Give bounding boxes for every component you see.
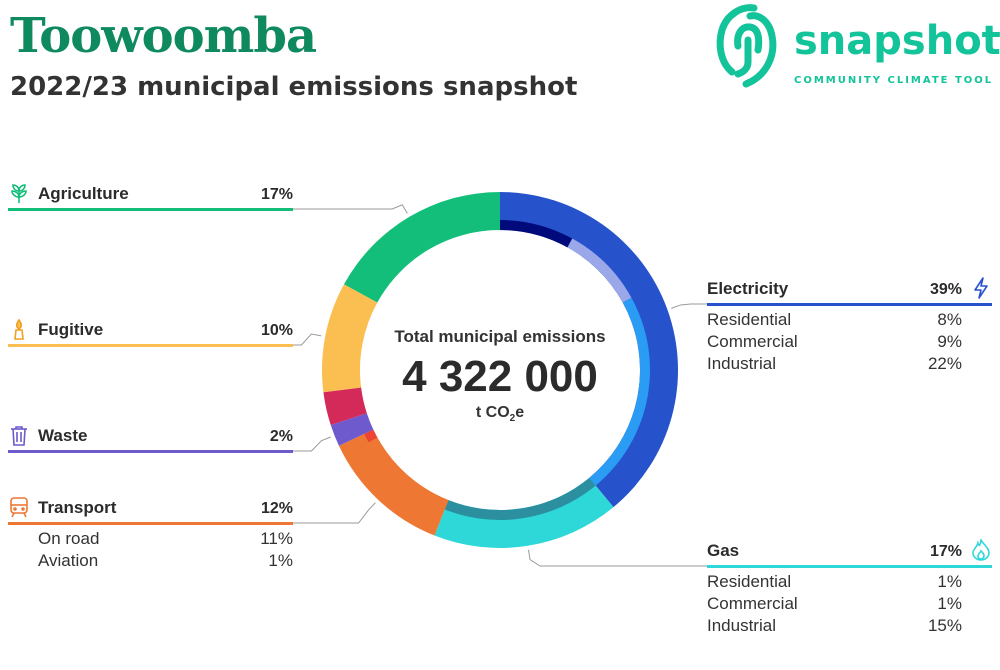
electricity-commercial-inner-arc	[567, 238, 632, 303]
transport-aviation-inner-arc	[364, 429, 378, 443]
other-outer-arc	[323, 387, 367, 426]
category-name: Fugitive	[38, 320, 104, 339]
electricity-leader-line	[671, 303, 707, 309]
category-name: Electricity	[707, 279, 789, 298]
gas-leader-line	[527, 549, 707, 567]
fugitive-outer-arc	[322, 284, 378, 393]
subcategory-row: Residential 8%	[707, 310, 962, 329]
category-percent: 17%	[260, 186, 293, 203]
waste-outer-arc	[330, 413, 374, 446]
category-agriculture: Agriculture 17%	[8, 182, 293, 211]
agriculture-outer-arc	[344, 192, 500, 303]
subcategory-row: On road 11%	[38, 529, 293, 548]
category-name: Agriculture	[38, 184, 129, 203]
logo-tagline: COMMUNITY CLIMATE TOOL	[794, 75, 994, 86]
category-gas: Gas 17% Residential 1% Commercial 1% Ind…	[707, 539, 992, 635]
category-waste: Waste 2%	[8, 424, 293, 453]
transport-leader-line	[293, 502, 376, 524]
category-fugitive: Fugitive 10%	[8, 318, 293, 347]
flame-icon	[972, 539, 990, 561]
subcategory-row: Commercial 1%	[707, 594, 962, 613]
electricity-industrial-inner-arc	[589, 297, 650, 486]
transport-on-road-inner-arc	[368, 437, 449, 510]
waste-leader-line	[293, 436, 331, 452]
category-name: Gas	[707, 541, 740, 560]
plant-icon	[11, 184, 27, 203]
category-electricity: Electricity 39% Residential 8% Commercia…	[707, 277, 992, 373]
category-percent: 2%	[269, 428, 293, 445]
total-emissions-unit: t CO2e	[475, 404, 525, 425]
page-subtitle: 2022/23 municipal emissions snapshot	[10, 72, 578, 102]
subcategory-row: Residential 1%	[707, 572, 962, 591]
total-emissions-value: 4 322 000	[402, 352, 598, 401]
subcategory-row: Industrial 15%	[707, 616, 962, 635]
category-name: Waste	[38, 426, 88, 445]
gas-industrial-inner-arc	[444, 488, 581, 520]
flare-icon	[14, 318, 24, 340]
agriculture-leader-line	[293, 204, 408, 214]
lightning-icon	[974, 277, 988, 299]
electricity-residential-inner-arc	[500, 220, 573, 248]
electricity-outer-arc	[500, 192, 679, 508]
subcategory-row: Aviation 1%	[38, 551, 293, 570]
category-percent: 17%	[929, 543, 962, 560]
subcategory-row: Commercial 9%	[707, 332, 962, 351]
snapshot-logo: snapshot COMMUNITY CLIMATE TOOL	[714, 0, 1000, 95]
transport-outer-arc	[338, 429, 449, 536]
train-icon	[10, 497, 28, 518]
gas-commercial-inner-arc	[575, 483, 589, 497]
category-percent: 39%	[929, 281, 962, 298]
total-emissions-label: Total municipal emissions	[394, 327, 606, 346]
subcategory-row: Industrial 22%	[707, 354, 962, 373]
category-transport: Transport 12% On road 11% Aviation 1%	[8, 496, 293, 570]
page-title: Toowoomba	[10, 8, 317, 64]
category-name: Transport	[38, 498, 117, 517]
bin-icon	[11, 426, 27, 446]
logo-wordmark: snapshot	[794, 18, 1000, 64]
category-percent: 12%	[260, 500, 293, 517]
fugitive-leader-line	[293, 333, 322, 346]
gas-residential-inner-arc	[582, 477, 596, 492]
category-percent: 10%	[260, 322, 293, 339]
fingerprint-logo-icon	[716, 4, 777, 88]
